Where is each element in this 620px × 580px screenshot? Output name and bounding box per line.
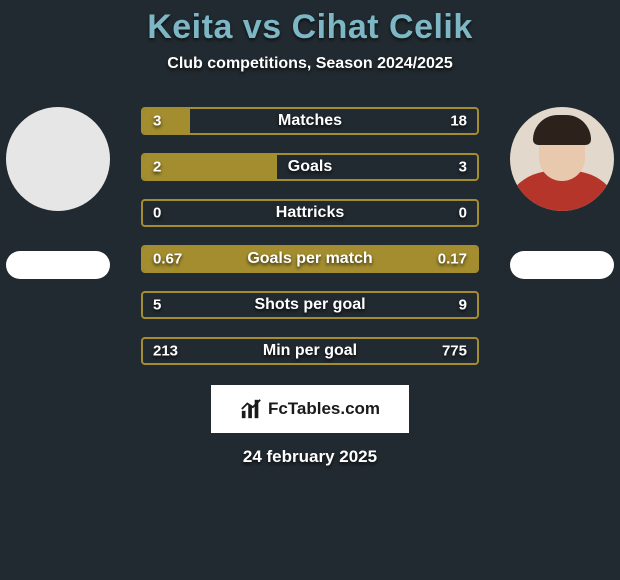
stat-value-left: 213	[153, 343, 178, 360]
fctables-logo-icon	[240, 398, 262, 420]
comparison-card: Keita vs Cihat Celik Club competitions, …	[0, 0, 620, 580]
stat-label: Matches	[278, 112, 342, 130]
logo-box: FcTables.com	[211, 385, 409, 433]
stat-label: Goals	[288, 158, 332, 176]
comparison-arena: 3 18 Matches 2 3 Goals 0 0 Hattricks 0.67 0.17 Goal…	[0, 107, 620, 365]
stat-row: 213 775 Min per goal	[141, 337, 479, 365]
page-title: Keita vs Cihat Celik	[147, 8, 473, 47]
stat-row: 3 18 Matches	[141, 107, 479, 135]
avatar-right	[510, 107, 614, 211]
flag-right	[510, 251, 614, 279]
stat-fill-left	[143, 155, 277, 179]
stat-value-left: 3	[153, 113, 161, 130]
stat-value-right: 3	[459, 159, 467, 176]
stat-row: 2 3 Goals	[141, 153, 479, 181]
stat-row: 0 0 Hattricks	[141, 199, 479, 227]
date-text: 24 february 2025	[243, 447, 377, 467]
stat-label: Shots per goal	[254, 296, 365, 314]
stat-label: Goals per match	[247, 250, 372, 268]
stat-label: Min per goal	[263, 342, 357, 360]
stat-row: 0.67 0.17 Goals per match	[141, 245, 479, 273]
stat-value-right: 18	[450, 113, 467, 130]
stat-value-right: 0.17	[438, 251, 467, 268]
player-right	[510, 107, 614, 279]
stat-value-left: 0.67	[153, 251, 182, 268]
subtitle: Club competitions, Season 2024/2025	[167, 55, 452, 73]
stat-value-right: 9	[459, 297, 467, 314]
stat-value-right: 775	[442, 343, 467, 360]
avatar-hair	[533, 115, 591, 145]
stat-row: 5 9 Shots per goal	[141, 291, 479, 319]
avatar-left	[6, 107, 110, 211]
stat-fill-left	[143, 109, 190, 133]
logo-text: FcTables.com	[268, 399, 380, 419]
stat-value-left: 2	[153, 159, 161, 176]
stat-value-left: 0	[153, 205, 161, 222]
stat-label: Hattricks	[276, 204, 344, 222]
stat-bars: 3 18 Matches 2 3 Goals 0 0 Hattricks 0.67 0.17 Goal…	[141, 107, 479, 365]
stat-value-right: 0	[459, 205, 467, 222]
player-left	[6, 107, 110, 279]
stat-value-left: 5	[153, 297, 161, 314]
flag-left	[6, 251, 110, 279]
